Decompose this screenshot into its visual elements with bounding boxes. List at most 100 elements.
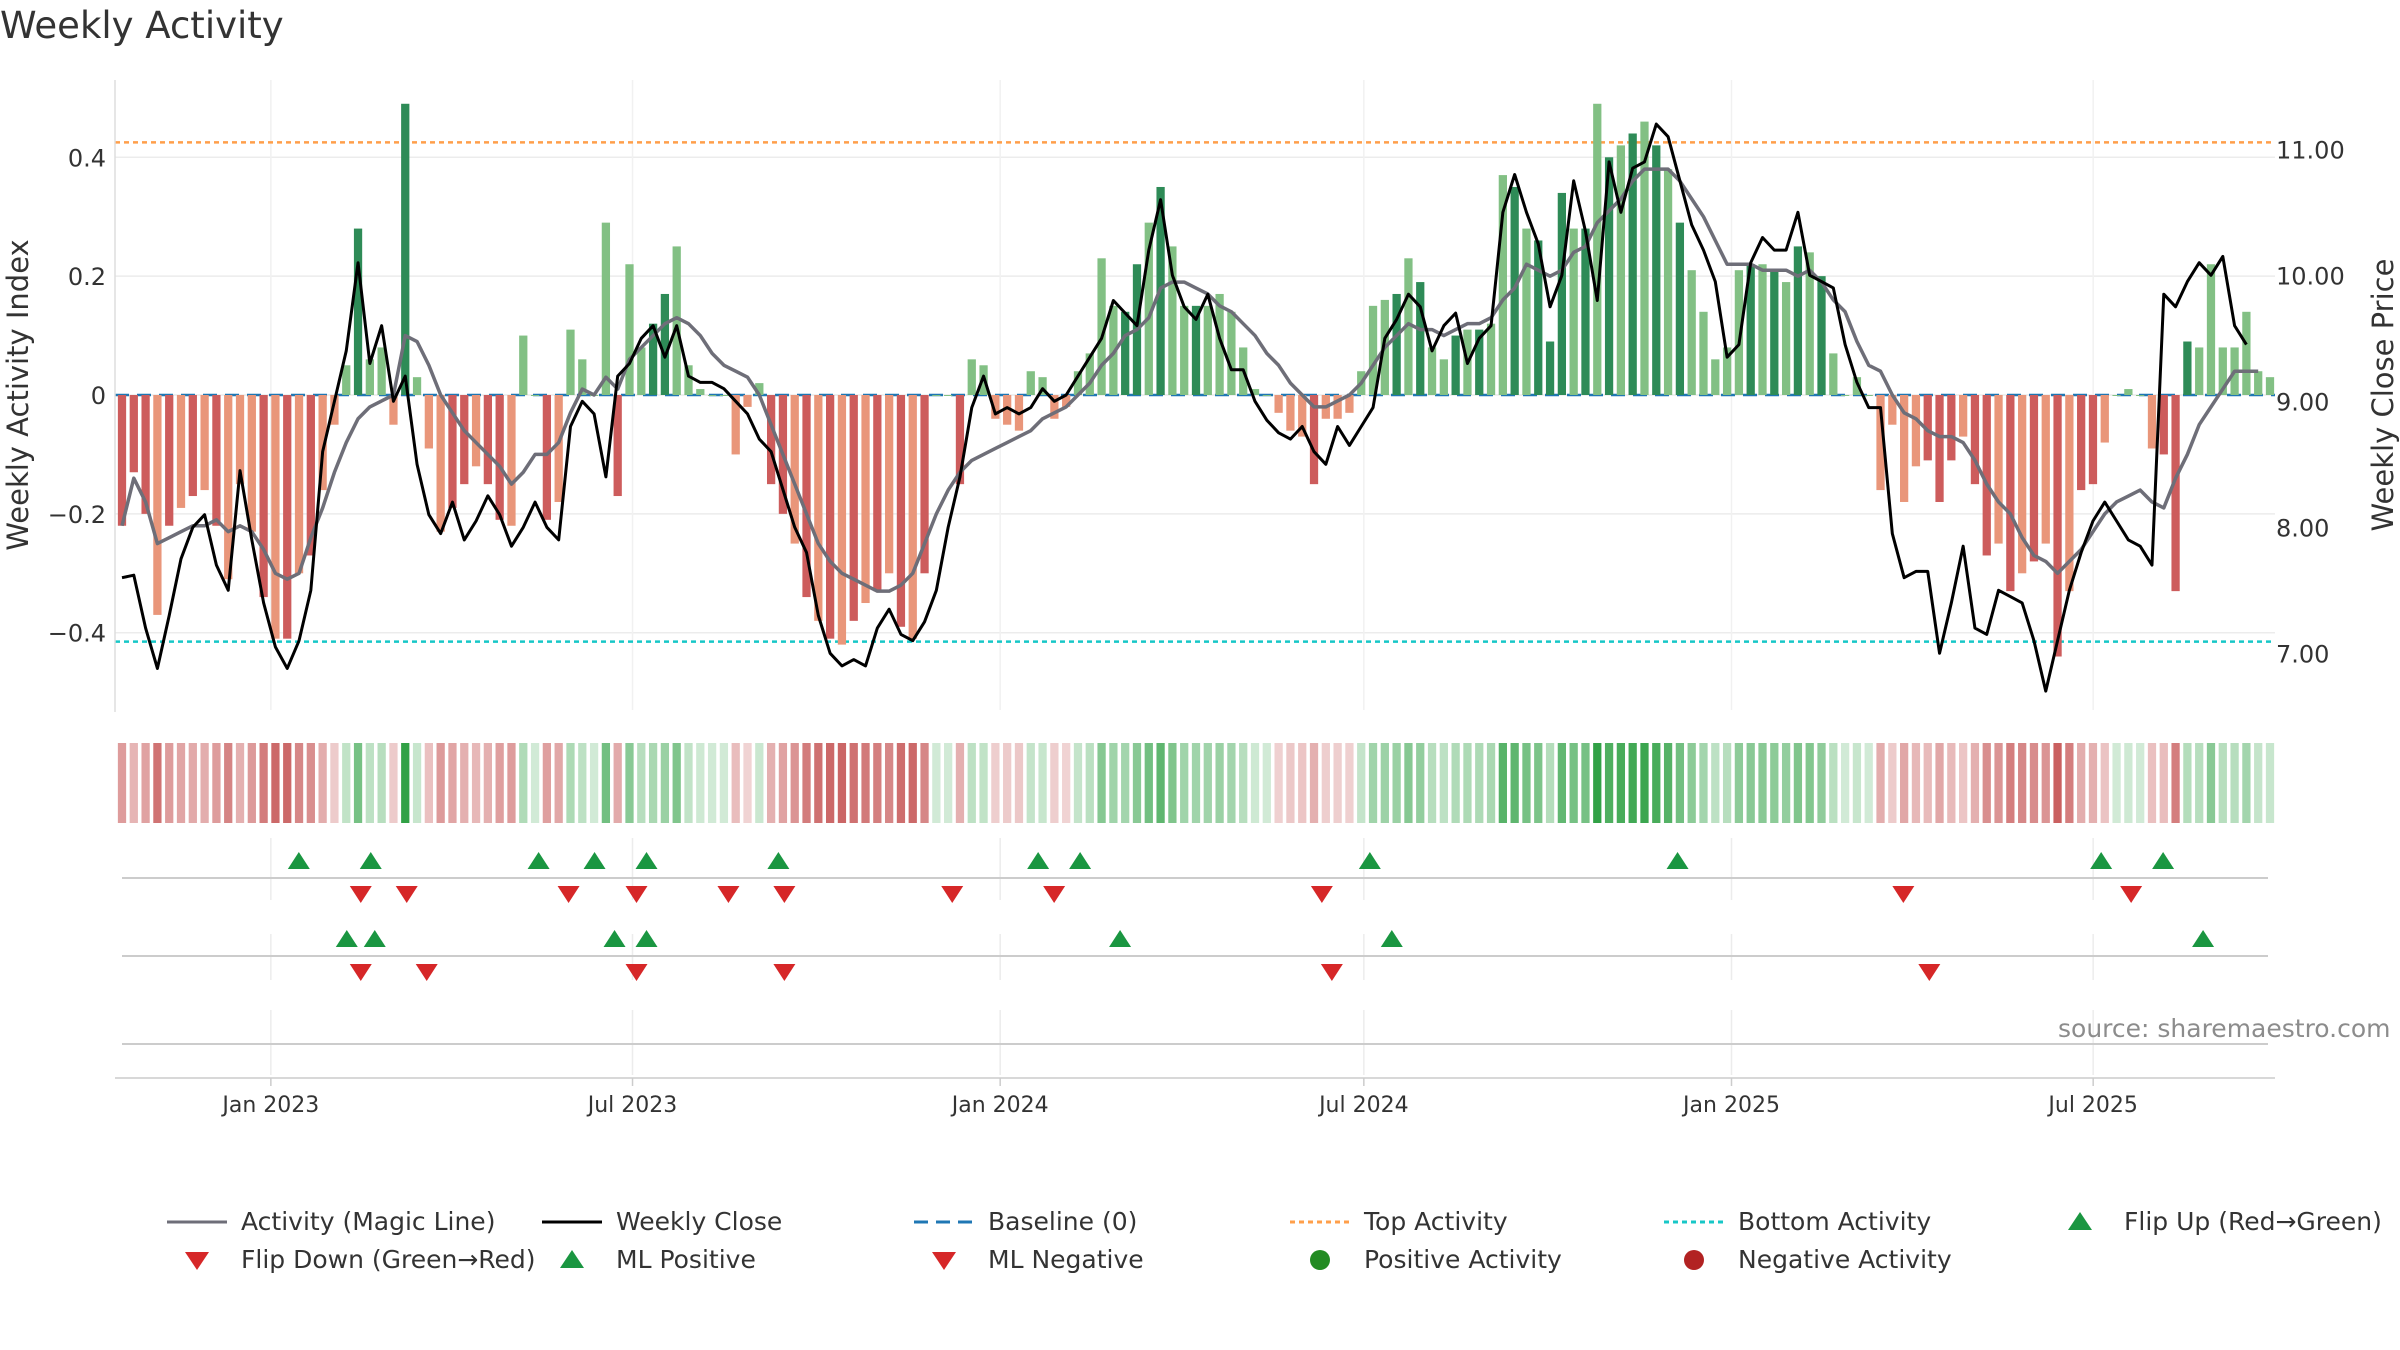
flip-up-marker (359, 852, 382, 869)
right-tick-label: 9.00 (2276, 388, 2329, 416)
activity-bar (153, 395, 162, 615)
heat-cell (2159, 743, 2168, 823)
activity-bar (755, 383, 764, 395)
flip-down-marker (2120, 886, 2143, 903)
heat-cell (1427, 743, 1437, 823)
heat-cell (778, 743, 788, 823)
activity-bar (1900, 395, 1909, 502)
heat-cell (1262, 743, 1271, 823)
heat-cell (1947, 743, 1956, 823)
heat-cell (342, 743, 351, 823)
heat-cell (2136, 743, 2145, 823)
heat-cell (908, 743, 917, 823)
activity-bar (1663, 169, 1673, 395)
activity-bar (814, 395, 823, 621)
legend-row-1: Activity (Magic Line) Weekly Close Basel… (0, 1207, 2400, 1241)
heat-cell (1298, 743, 1307, 823)
heat-cell (613, 743, 622, 823)
heat-cell (1050, 743, 1059, 823)
activity-bar (1604, 157, 1614, 395)
x-tick-label: Jan 2025 (1681, 1093, 1780, 1118)
heat-cell (1121, 743, 1130, 823)
activity-bar (2018, 395, 2027, 574)
activity-bar (908, 395, 917, 639)
heat-cell (1900, 743, 1909, 823)
ml-negative-marker (773, 964, 796, 981)
heat-cell (1085, 743, 1094, 823)
activity-bar (743, 395, 752, 407)
activity-bar (1121, 311, 1130, 395)
activity-bar (920, 395, 929, 574)
heat-cell (1711, 743, 1720, 823)
ml-negative-marker (1918, 964, 1941, 981)
heat-cell (1994, 743, 2003, 823)
legend-item-ml-positive: ML Positive (542, 1245, 756, 1274)
activity-bar (495, 395, 504, 520)
flip-up-marker (635, 852, 658, 869)
heat-cell (766, 743, 776, 823)
x-tick-label: Jul 2024 (1317, 1093, 1409, 1118)
activity-bar (861, 395, 870, 604)
heat-cell (1097, 743, 1106, 823)
activity-bar (2147, 395, 2157, 449)
activity-bar (2136, 395, 2145, 396)
heat-cell (507, 743, 516, 823)
heat-cell (1368, 743, 1378, 823)
heat-cell (448, 743, 457, 823)
heat-cell (1746, 743, 1755, 823)
ml-negative-marker (349, 964, 372, 981)
heat-cell (129, 743, 138, 823)
activity-bar (1215, 293, 1224, 395)
activity-bar (2265, 377, 2275, 395)
activity-bar (2029, 395, 2039, 562)
activity-bar (1557, 192, 1566, 395)
activity-bar (2006, 395, 2015, 592)
heat-cell (271, 743, 280, 823)
heat-cell (1545, 743, 1555, 823)
heat-cell (1781, 743, 1791, 823)
heat-cell (814, 743, 823, 823)
activity-bar (1486, 323, 1496, 395)
flip-up-marker (1358, 852, 1381, 869)
heat-cell (176, 743, 186, 823)
activity-bar (578, 359, 587, 395)
flip-down-marker (773, 886, 796, 903)
activity-bar (731, 395, 740, 455)
activity-bar (1758, 264, 1767, 395)
heat-cell (1180, 743, 1189, 823)
legend-row-2: Flip Down (Green→Red) ML Positive ML Neg… (0, 1245, 2400, 1279)
right-tick-label: 11.00 (2276, 136, 2345, 164)
activity-bar (259, 395, 268, 598)
activity-bar (353, 228, 363, 395)
activity-bar (2041, 395, 2050, 544)
line-solid-black-icon (542, 1220, 602, 1223)
weekly-close-line (121, 122, 2248, 693)
activity-bar (1746, 264, 1755, 395)
activity-bar (826, 395, 835, 639)
heat-cell (530, 743, 540, 823)
activity-bar (176, 395, 186, 508)
right-axis-title: Weekly Close Price (2366, 259, 2400, 532)
activity-bar (365, 359, 374, 395)
activity-bar (648, 323, 658, 395)
activity-bar (1994, 395, 2003, 544)
right-tick-label: 8.00 (2276, 514, 2329, 542)
activity-bar (1475, 329, 1484, 395)
legend-item-positive-activity: Positive Activity (1290, 1245, 1562, 1274)
heat-cell (401, 743, 410, 823)
heat-cell (1463, 743, 1472, 823)
heat-cell (1817, 743, 1826, 823)
heat-cell (2100, 743, 2109, 823)
activity-bar (613, 395, 622, 497)
heat-cell (1770, 743, 1779, 823)
heat-cell (283, 743, 292, 823)
heat-cell (212, 743, 221, 823)
heat-cell (802, 743, 811, 823)
flip-down-marker (395, 886, 418, 903)
heat-cell (235, 743, 245, 823)
flip-up-marker (583, 852, 606, 869)
heat-cell (2183, 743, 2192, 823)
heat-cell (1003, 743, 1012, 823)
heat-cell (1876, 743, 1885, 823)
circle-green-icon (1310, 1249, 1330, 1270)
